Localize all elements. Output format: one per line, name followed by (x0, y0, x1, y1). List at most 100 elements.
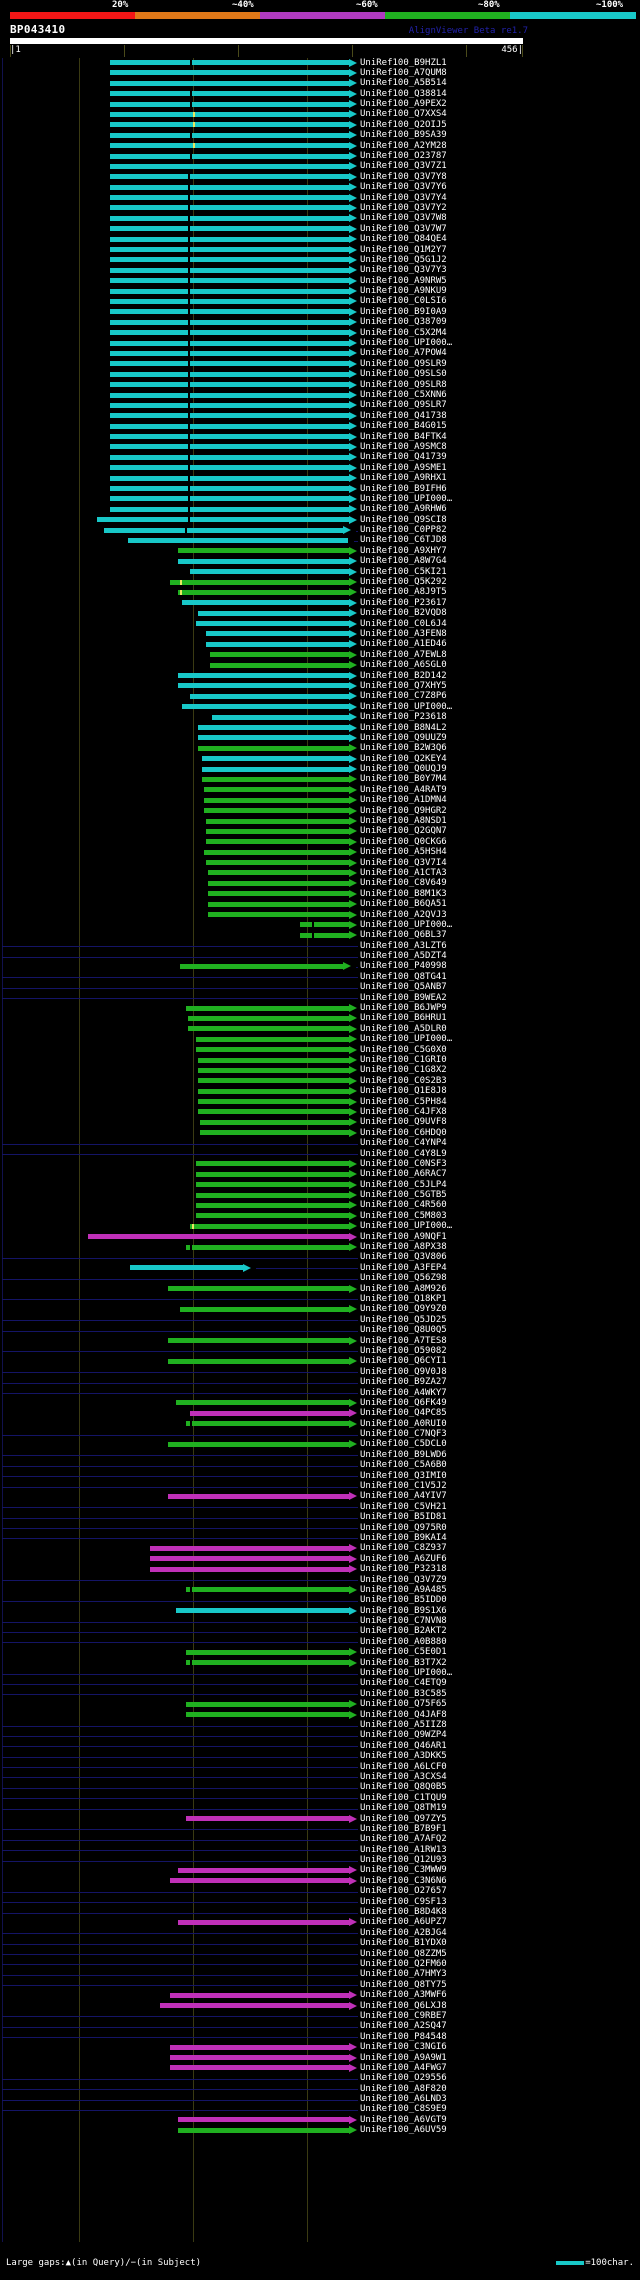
hit-accession-label[interactable]: UniRef100_A8F820 (360, 2083, 447, 2094)
hit-row[interactable]: UniRef100_B8M1K3 (0, 889, 640, 899)
hit-row[interactable]: UniRef100_C7NQF3 (0, 1429, 640, 1440)
hit-accession-label[interactable]: UniRef100_B3C585 (360, 1688, 447, 1699)
hit-accession-label[interactable]: UniRef100_C4YNP4 (360, 1138, 447, 1149)
hit-row[interactable]: UniRef100_B4FTK4 (0, 432, 640, 442)
hit-row[interactable]: UniRef100_A5HSH4 (0, 847, 640, 858)
hit-alignment-bar[interactable] (110, 413, 349, 419)
hit-row[interactable]: UniRef100_A0B880 (0, 1637, 640, 1647)
hit-accession-label[interactable]: UniRef100_C5X2M4 (360, 327, 447, 338)
hit-accession-label[interactable]: UniRef100_C7NVN8 (360, 1616, 447, 1627)
hit-row[interactable]: UniRef100_Q3V7Y2 (0, 203, 640, 213)
hit-accession-label[interactable]: UniRef100_B4G015 (360, 421, 447, 432)
hit-row[interactable]: UniRef100_A9A9W1 (0, 2053, 640, 2063)
hit-row[interactable]: UniRef100_A7POW4 (0, 348, 640, 359)
hit-alignment-bar[interactable] (110, 195, 349, 201)
hit-row[interactable]: UniRef100_B9HZL1 (0, 58, 640, 68)
hit-accession-label[interactable]: UniRef100_UPI000… (360, 919, 453, 930)
hit-accession-label[interactable]: UniRef100_Q2KEY4 (360, 753, 447, 764)
hit-alignment-bar[interactable] (170, 2044, 349, 2050)
hit-alignment-bar[interactable] (196, 1213, 349, 1219)
hit-accession-label[interactable]: UniRef100_C7NQF3 (360, 1429, 447, 1440)
hit-accession-label[interactable]: UniRef100_C1TQU9 (360, 1792, 447, 1803)
hit-alignment-bar[interactable] (110, 163, 349, 169)
hit-accession-label[interactable]: UniRef100_C5A6B0 (360, 1460, 447, 1471)
hit-row[interactable]: UniRef100_Q8TG41 (0, 972, 640, 982)
hit-alignment-bar[interactable] (210, 662, 349, 668)
hit-accession-label[interactable]: UniRef100_C4Y8L9 (360, 1148, 447, 1159)
hit-alignment-bar[interactable] (180, 1306, 349, 1312)
hit-row[interactable]: UniRef100_A9RHX1 (0, 473, 640, 484)
hit-row[interactable]: UniRef100_Q2FM60 (0, 1959, 640, 1969)
hit-row[interactable]: UniRef100_A6SGL0 (0, 660, 640, 671)
hit-row[interactable]: UniRef100_A3LZT6 (0, 941, 640, 951)
hit-accession-label[interactable]: UniRef100_B8N4L2 (360, 722, 447, 733)
hit-accession-label[interactable]: UniRef100_Q97ZY5 (360, 1813, 447, 1824)
hit-row[interactable]: UniRef100_Q38814 (0, 89, 640, 99)
hit-accession-label[interactable]: UniRef100_C5M803 (360, 1210, 447, 1221)
hit-accession-label[interactable]: UniRef100_Q7XXS4 (360, 109, 447, 120)
hit-row[interactable]: UniRef100_B6QA51 (0, 899, 640, 910)
hit-accession-label[interactable]: UniRef100_UPI000… (360, 1221, 453, 1232)
hit-accession-label[interactable]: UniRef100_A5IIZ8 (360, 1720, 447, 1730)
hit-alignment-bar[interactable] (168, 1338, 349, 1344)
hit-row[interactable]: UniRef100_B3T7X2 (0, 1658, 640, 1668)
hit-alignment-bar[interactable] (190, 1223, 349, 1229)
hit-row[interactable]: UniRef100_UPI000… (0, 494, 640, 504)
hit-accession-label[interactable]: UniRef100_A9SMC8 (360, 441, 447, 452)
hit-row[interactable]: UniRef100_A3MWF6 (0, 1990, 640, 2001)
hit-row[interactable]: UniRef100_A4YIV7 (0, 1491, 640, 1502)
hit-row[interactable]: UniRef100_A5DZT4 (0, 951, 640, 962)
hit-accession-label[interactable]: UniRef100_Q6BL37 (360, 930, 447, 941)
hit-accession-label[interactable]: UniRef100_A8W7G4 (360, 556, 447, 567)
hit-alignment-bar[interactable] (110, 371, 349, 377)
hit-row[interactable]: UniRef100_Q41739 (0, 452, 640, 463)
hit-alignment-bar[interactable] (196, 1161, 349, 1167)
hit-alignment-bar[interactable] (110, 174, 349, 180)
hit-row[interactable]: UniRef100_A7QUM8 (0, 68, 640, 78)
hit-row[interactable]: UniRef100_C1TQU9 (0, 1793, 640, 1803)
hit-accession-label[interactable]: UniRef100_C5VH21 (360, 1501, 447, 1512)
hit-row[interactable]: UniRef100_A7TES8 (0, 1336, 640, 1346)
hit-row[interactable]: UniRef100_C5G0X0 (0, 1045, 640, 1055)
hit-alignment-bar[interactable] (110, 340, 349, 346)
hit-row[interactable]: UniRef100_A3CXS4 (0, 1772, 640, 1782)
hit-alignment-bar[interactable] (178, 548, 349, 554)
hit-alignment-bar[interactable] (202, 756, 349, 762)
hit-row[interactable]: UniRef100_C8S9E9 (0, 2104, 640, 2115)
hit-row[interactable]: UniRef100_Q1E8J8 (0, 1086, 640, 1097)
hit-row[interactable]: UniRef100_Q0UQJ9 (0, 764, 640, 775)
hit-alignment-bar[interactable] (110, 257, 349, 263)
hit-alignment-bar[interactable] (110, 465, 349, 471)
hit-alignment-bar[interactable] (178, 589, 349, 595)
hit-accession-label[interactable]: UniRef100_B0Y7M4 (360, 774, 447, 785)
hit-alignment-bar[interactable] (196, 1171, 349, 1177)
hit-alignment-bar[interactable] (110, 319, 349, 325)
hit-row[interactable]: UniRef100_A6UPZ7 (0, 1917, 640, 1928)
hit-alignment-bar[interactable] (150, 1556, 349, 1562)
hit-alignment-bar[interactable] (190, 693, 349, 699)
hit-accession-label[interactable]: UniRef100_UPI000… (360, 493, 453, 504)
hit-accession-label[interactable]: UniRef100_C5E0D1 (360, 1647, 447, 1658)
hit-alignment-bar[interactable] (198, 1057, 349, 1063)
hit-row[interactable]: UniRef100_A3FEP4 (0, 1263, 640, 1273)
hit-row[interactable]: UniRef100_B9KAI4 (0, 1533, 640, 1543)
hit-row[interactable]: UniRef100_B9LWD6 (0, 1450, 640, 1460)
hit-accession-label[interactable]: UniRef100_Q3V7Y3 (360, 265, 447, 276)
hit-row[interactable]: UniRef100_Q6CYI1 (0, 1356, 640, 1367)
hit-accession-label[interactable]: UniRef100_C6HDQ0 (360, 1127, 447, 1138)
hit-alignment-bar[interactable] (170, 579, 349, 585)
hit-row[interactable]: UniRef100_B9IFH6 (0, 484, 640, 494)
hit-row[interactable]: UniRef100_C4Y8L9 (0, 1149, 640, 1159)
hit-row[interactable]: UniRef100_A0RUI0 (0, 1419, 640, 1429)
hit-accession-label[interactable]: UniRef100_C9SF13 (360, 1896, 447, 1907)
hit-row[interactable]: UniRef100_Q2GQN7 (0, 826, 640, 837)
hit-alignment-bar[interactable] (178, 2127, 349, 2133)
hit-row[interactable]: UniRef100_B4G015 (0, 421, 640, 432)
hit-alignment-bar[interactable] (198, 1109, 349, 1115)
hit-row[interactable]: UniRef100_B5ID81 (0, 1512, 640, 1523)
hit-accession-label[interactable]: UniRef100_UPI000… (360, 701, 453, 712)
hit-accession-label[interactable]: UniRef100_A8J9T5 (360, 587, 447, 598)
hit-accession-label[interactable]: UniRef100_Q56Z98 (360, 1273, 447, 1284)
hit-accession-label[interactable]: UniRef100_A1CTA3 (360, 867, 447, 878)
hit-alignment-bar[interactable] (110, 444, 349, 450)
